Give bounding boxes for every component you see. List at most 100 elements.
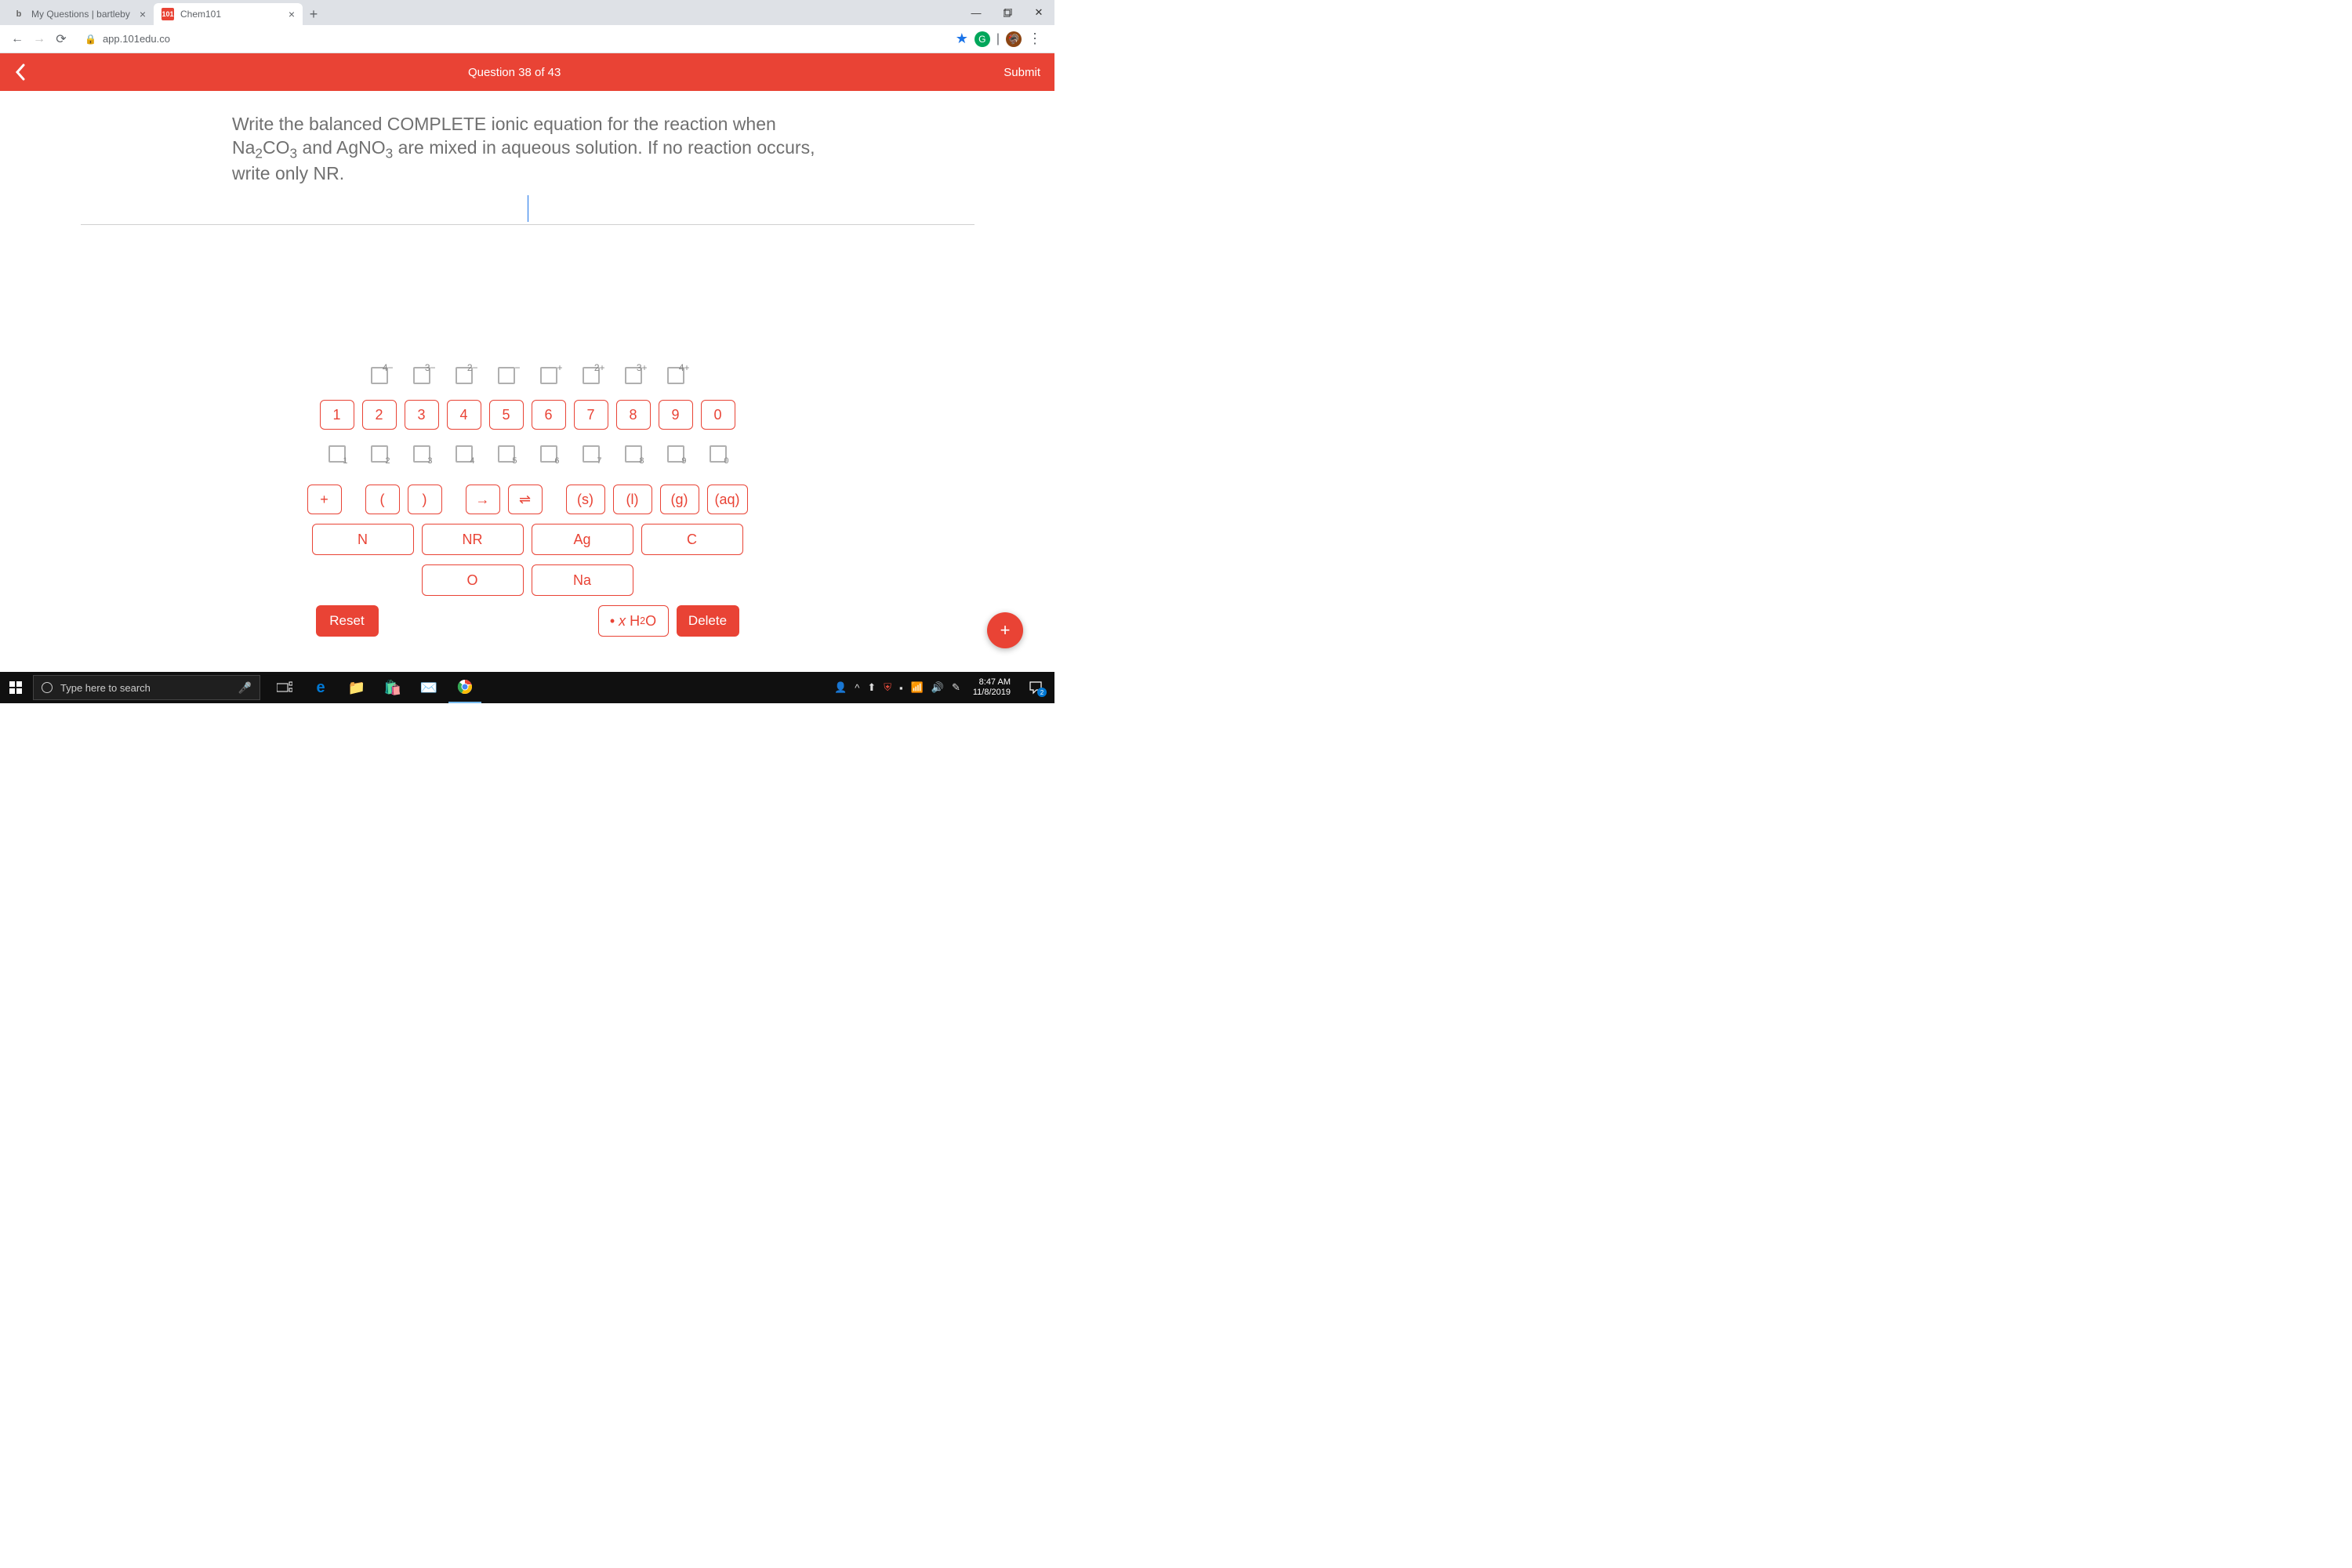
windows-icon (9, 681, 22, 694)
element-row-2: O Na (422, 564, 633, 596)
key-sub-5[interactable]: 5 (489, 439, 524, 469)
file-explorer-icon[interactable]: 📁 (340, 672, 373, 703)
taskbar-clock[interactable]: 8:47 AM 11/8/2019 (968, 677, 1015, 698)
security-icon[interactable]: ⛨ (884, 681, 891, 694)
key-charge-4plus[interactable]: 4+ (659, 361, 693, 390)
operator-row: + ( ) → ⇌ (s) (l) (g) (aq) (307, 485, 748, 514)
key-3[interactable]: 3 (405, 400, 439, 430)
window-close[interactable]: ✕ (1023, 1, 1054, 24)
key-sub-9[interactable]: 9 (659, 439, 693, 469)
key-sub-4[interactable]: 4 (447, 439, 481, 469)
key-state-s[interactable]: (s) (566, 485, 605, 514)
key-9[interactable]: 9 (659, 400, 693, 430)
mic-icon[interactable]: 🎤 (238, 681, 252, 695)
start-button[interactable] (0, 672, 31, 703)
key-state-g[interactable]: (g) (660, 485, 699, 514)
people-icon[interactable]: 👤 (834, 681, 847, 694)
window-controls: — ✕ (960, 0, 1054, 25)
key-charge-2plus[interactable]: 2+ (574, 361, 608, 390)
fab-add-button[interactable]: + (987, 612, 1023, 648)
task-view-icon[interactable] (268, 672, 301, 703)
key-plus[interactable]: + (307, 485, 342, 514)
key-4[interactable]: 4 (447, 400, 481, 430)
key-charge-4minus[interactable]: 4− (362, 361, 397, 390)
key-nr[interactable]: NR (422, 524, 524, 555)
key-arrow[interactable]: → (466, 485, 500, 514)
q-na: Na (232, 137, 255, 158)
tab-close-icon[interactable]: × (289, 8, 295, 20)
key-element-c[interactable]: C (641, 524, 743, 555)
wifi-icon[interactable]: 📶 (911, 681, 924, 694)
key-equilibrium[interactable]: ⇌ (508, 485, 543, 514)
tab-close-icon[interactable]: × (140, 8, 146, 20)
key-sub-6[interactable]: 6 (532, 439, 566, 469)
key-charge-minus[interactable]: − (489, 361, 524, 390)
store-icon[interactable]: 🛍️ (376, 672, 409, 703)
key-state-aq[interactable]: (aq) (707, 485, 748, 514)
key-rparen[interactable]: ) (408, 485, 442, 514)
key-6[interactable]: 6 (532, 400, 566, 430)
q-line3: write only NR. (232, 163, 344, 183)
key-charge-3minus[interactable]: 3− (405, 361, 439, 390)
notification-center[interactable]: 2 (1023, 675, 1048, 700)
key-water[interactable]: • x H2O (598, 605, 669, 637)
nav-back[interactable]: ← (6, 28, 28, 50)
taskbar-search[interactable]: Type here to search 🎤 (33, 675, 260, 700)
key-8[interactable]: 8 (616, 400, 651, 430)
search-icon (42, 682, 53, 693)
key-element-n[interactable]: N (312, 524, 414, 555)
submit-button[interactable]: Submit (1004, 66, 1040, 79)
key-1[interactable]: 1 (320, 400, 354, 430)
answer-input[interactable] (81, 194, 975, 225)
bartleby-favicon: b (13, 8, 25, 20)
browser-menu-icon[interactable]: ⋮ (1028, 31, 1042, 47)
volume-icon[interactable]: 🔊 (931, 681, 944, 694)
key-element-o[interactable]: O (422, 564, 524, 596)
key-sub-8[interactable]: 8 (616, 439, 651, 469)
reset-button[interactable]: Reset (316, 605, 379, 637)
nav-reload[interactable]: ⟳ (50, 28, 72, 50)
key-sub-1[interactable]: 1 (320, 439, 354, 469)
tab-title: My Questions | bartleby (31, 9, 135, 20)
delete-button[interactable]: Delete (677, 605, 739, 637)
bottom-row: Reset • x H2O Delete (316, 605, 739, 637)
mail-icon[interactable]: ✉️ (412, 672, 445, 703)
key-state-l[interactable]: (l) (613, 485, 652, 514)
key-7[interactable]: 7 (574, 400, 608, 430)
window-maximize[interactable] (992, 1, 1023, 24)
key-charge-plus[interactable]: + (532, 361, 566, 390)
browser-tab-bartleby[interactable]: b My Questions | bartleby × (5, 3, 154, 25)
addr-right: ★ G | 🦃 ⋮ (956, 31, 1048, 47)
q-rest: are mixed in aqueous solution. If no rea… (393, 137, 815, 158)
key-element-ag[interactable]: Ag (532, 524, 633, 555)
profile-avatar[interactable]: 🦃 (1006, 31, 1022, 47)
grammarly-icon[interactable]: G (975, 31, 990, 47)
nvidia-icon[interactable]: ▪ (899, 682, 903, 694)
key-2[interactable]: 2 (362, 400, 397, 430)
tab-title: Chem101 (180, 9, 284, 20)
edge-icon[interactable]: e (304, 672, 337, 703)
new-tab-button[interactable]: + (303, 3, 325, 25)
key-sub-2[interactable]: 2 (362, 439, 397, 469)
tray-chevron-icon[interactable]: ^ (855, 682, 859, 694)
window-minimize[interactable]: — (960, 1, 992, 24)
question-counter: Question 38 of 43 (468, 66, 561, 79)
key-sub-3[interactable]: 3 (405, 439, 439, 469)
key-lparen[interactable]: ( (365, 485, 400, 514)
browser-tab-chem101[interactable]: 101 Chem101 × (154, 3, 303, 25)
url-field[interactable]: 🔒 app.101edu.co (77, 30, 951, 48)
key-charge-2minus[interactable]: 2− (447, 361, 481, 390)
key-element-na[interactable]: Na (532, 564, 633, 596)
key-sub-0[interactable]: 0 (701, 439, 735, 469)
key-sub-7[interactable]: 7 (574, 439, 608, 469)
key-charge-3plus[interactable]: 3+ (616, 361, 651, 390)
chrome-icon[interactable] (448, 672, 481, 703)
nav-forward[interactable]: → (28, 28, 50, 50)
question-back-button[interactable] (14, 64, 25, 81)
key-5[interactable]: 5 (489, 400, 524, 430)
maximize-icon (1004, 9, 1012, 17)
bookmark-star-icon[interactable]: ★ (956, 31, 968, 47)
update-icon[interactable]: ⬆ (867, 681, 876, 694)
input-icon[interactable]: ✎ (952, 681, 960, 694)
key-0[interactable]: 0 (701, 400, 735, 430)
